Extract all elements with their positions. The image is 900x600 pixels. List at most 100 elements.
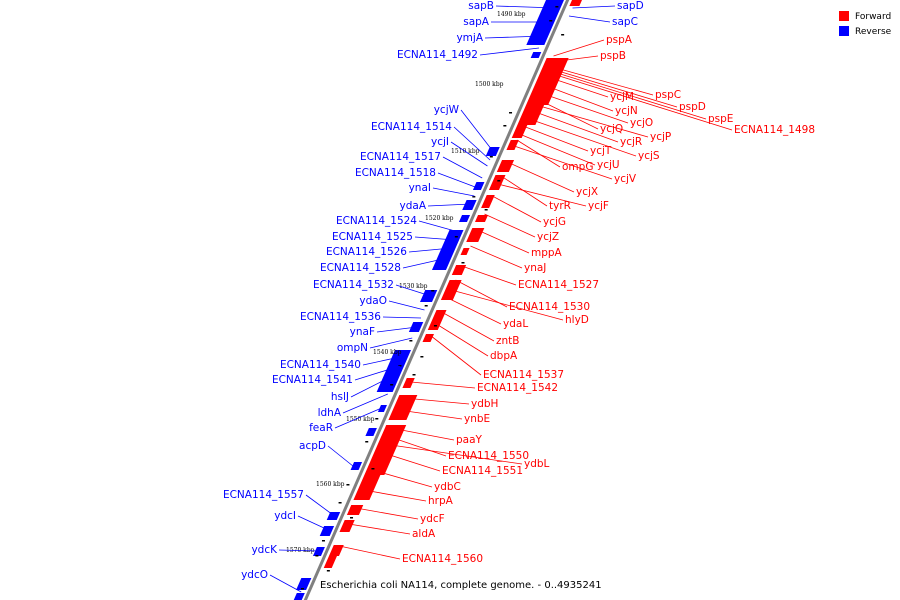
gene-label-ydal[interactable]: ydaL: [503, 318, 528, 330]
gene-label-ecna114-1560[interactable]: ECNA114_1560: [402, 553, 483, 565]
leader-line-ecna114-1517: [442, 156, 483, 179]
gene-label-zntb[interactable]: zntB: [496, 335, 520, 347]
gene-label-ldha[interactable]: ldhA: [318, 407, 342, 419]
gene-label-ecna114-1525[interactable]: ECNA114_1525: [332, 231, 413, 243]
gene-label-mppa[interactable]: mppA: [531, 247, 563, 259]
gene-label-pspa[interactable]: pspA: [606, 34, 633, 46]
leader-line-tyrr: [500, 175, 548, 207]
leader-line-hlyd: [451, 289, 564, 321]
leader-line-ycjt: [522, 125, 589, 152]
gene-label-ycjm[interactable]: ycjM: [610, 91, 634, 103]
gene-label-ecna114-1537[interactable]: ECNA114_1537: [483, 369, 564, 381]
gene-label-ydcf[interactable]: ydcF: [420, 513, 445, 525]
gene-label-ycjo[interactable]: ycjO: [630, 117, 653, 129]
gene-label-ecna114-1530[interactable]: ECNA114_1530: [509, 301, 590, 313]
gene-label-ydck[interactable]: ydcK: [251, 544, 278, 556]
gene-label-ymja[interactable]: ymjA: [456, 32, 483, 44]
gene-label-ynbe[interactable]: ynbE: [464, 413, 490, 425]
gene-label-hslj[interactable]: hslJ: [331, 391, 349, 403]
gene-label-dbpa[interactable]: dbpA: [490, 350, 518, 362]
gene-label-ynaf[interactable]: ynaF: [350, 326, 375, 338]
gene-label-ecna114-1498[interactable]: ECNA114_1498: [734, 124, 815, 136]
leader-line-sapd: [572, 5, 616, 9]
genome-title: Escherichia coli NA114, complete genome.…: [320, 580, 602, 591]
leader-line-ecna114-1514: [453, 126, 491, 161]
leader-line-ycjf: [497, 183, 587, 207]
gene-label-ycjf[interactable]: ycjF: [588, 200, 609, 212]
gene-label-ynai[interactable]: ynaI: [409, 182, 431, 194]
gene-label-ydbh[interactable]: ydbH: [471, 398, 498, 410]
reverse-feature-block: [419, 290, 438, 302]
feature-mark: [454, 236, 458, 238]
gene-label-ecna114-1526[interactable]: ECNA114_1526: [326, 246, 407, 258]
forward-feature-block: [488, 175, 506, 190]
gene-label-ydci[interactable]: ydcI: [274, 510, 296, 522]
gene-label-ecna114-1492[interactable]: ECNA114_1492: [397, 49, 478, 61]
gene-label-ynaj[interactable]: ynaJ: [524, 262, 546, 274]
kbp-tick-1490-kbp: 1490 kbp: [497, 11, 526, 18]
gene-label-acpd[interactable]: acpD: [299, 440, 326, 452]
leader-line-ecna114-1542: [410, 381, 476, 389]
gene-label-ycjq[interactable]: ycjQ: [600, 123, 623, 135]
gene-label-hrpa[interactable]: hrpA: [428, 495, 454, 507]
leader-line-sapc: [568, 15, 611, 23]
gene-label-fear[interactable]: feaR: [309, 422, 333, 434]
leader-line-mppa: [477, 229, 530, 254]
reverse-feature-block: [293, 593, 305, 600]
gene-label-ecna114-1540[interactable]: ECNA114_1540: [280, 359, 361, 371]
gene-label-ycjp[interactable]: ycjP: [650, 131, 671, 143]
gene-label-sapd[interactable]: sapD: [617, 0, 644, 12]
leader-line-ecna114-1537: [430, 335, 482, 376]
gene-label-ycjr[interactable]: ycjR: [620, 136, 642, 148]
leader-line-ycju: [519, 133, 596, 166]
gene-label-ecna114-1517[interactable]: ECNA114_1517: [360, 151, 441, 163]
gene-label-pspc[interactable]: pspC: [655, 89, 681, 101]
gene-label-alda[interactable]: aldA: [412, 528, 436, 540]
gene-label-pspd[interactable]: pspD: [679, 101, 706, 113]
gene-label-pspb[interactable]: pspB: [600, 50, 626, 62]
gene-label-pspe[interactable]: pspE: [708, 113, 733, 125]
legend-label-reverse: Reverse: [855, 27, 892, 37]
gene-label-ydao[interactable]: ydaO: [359, 295, 387, 307]
gene-label-ompn[interactable]: ompN: [337, 342, 368, 354]
gene-label-ycjx[interactable]: ycjX: [576, 186, 598, 198]
gene-label-ycjw[interactable]: ycjW: [434, 104, 460, 116]
gene-label-ydbl[interactable]: ydbL: [524, 458, 550, 470]
gene-label-ecna114-1528[interactable]: ECNA114_1528: [320, 262, 401, 274]
gene-label-ydco[interactable]: ydcO: [241, 569, 268, 581]
gene-label-ecna114-1557[interactable]: ECNA114_1557: [223, 489, 304, 501]
gene-label-ecna114-1527[interactable]: ECNA114_1527: [518, 279, 599, 291]
gene-label-ecna114-1532[interactable]: ECNA114_1532: [313, 279, 394, 291]
gene-label-ycjs[interactable]: ycjS: [638, 150, 660, 162]
gene-label-ycjg[interactable]: ycjG: [543, 216, 566, 228]
gene-label-ecna114-1541[interactable]: ECNA114_1541: [272, 374, 353, 386]
gene-label-ycjn[interactable]: ycjN: [615, 105, 638, 117]
gene-label-ycjt[interactable]: ycjT: [590, 145, 612, 157]
gene-label-ycji[interactable]: ycjI: [431, 136, 449, 148]
gene-label-sapc[interactable]: sapC: [612, 16, 638, 28]
gene-label-hlyd[interactable]: hlyD: [565, 314, 589, 326]
gene-label-paay[interactable]: paaY: [456, 434, 483, 446]
gene-label-ycjv[interactable]: ycjV: [614, 173, 637, 185]
leader-line-ecna114-1532: [395, 284, 431, 297]
gene-label-ecna114-1524[interactable]: ECNA114_1524: [336, 215, 417, 227]
gene-label-ecna114-1542[interactable]: ECNA114_1542: [477, 382, 558, 394]
leader-line-ecna114-1550: [387, 435, 447, 457]
feature-mark: [398, 365, 402, 367]
reverse-feature-block: [462, 200, 477, 210]
gene-label-ecna114-1514[interactable]: ECNA114_1514: [371, 121, 452, 133]
gene-label-tyrr[interactable]: tyrR: [549, 200, 571, 212]
gene-label-ecna114-1518[interactable]: ECNA114_1518: [355, 167, 436, 179]
gene-label-ydbc[interactable]: ydbC: [434, 481, 461, 493]
leader-line-ecna114-1557: [305, 494, 335, 517]
gene-label-ecna114-1550[interactable]: ECNA114_1550: [448, 450, 529, 462]
gene-label-ycjz[interactable]: ycjZ: [537, 231, 559, 243]
gene-label-ecna114-1536[interactable]: ECNA114_1536: [300, 311, 381, 323]
gene-label-ompg[interactable]: ompG: [562, 161, 593, 173]
gene-label-ycju[interactable]: ycjU: [597, 159, 620, 171]
gene-label-ydaa[interactable]: ydaA: [400, 200, 427, 212]
gene-label-sapb[interactable]: sapB: [468, 0, 494, 12]
gene-label-ecna114-1551[interactable]: ECNA114_1551: [442, 465, 523, 477]
gene-label-sapa[interactable]: sapA: [463, 16, 490, 28]
